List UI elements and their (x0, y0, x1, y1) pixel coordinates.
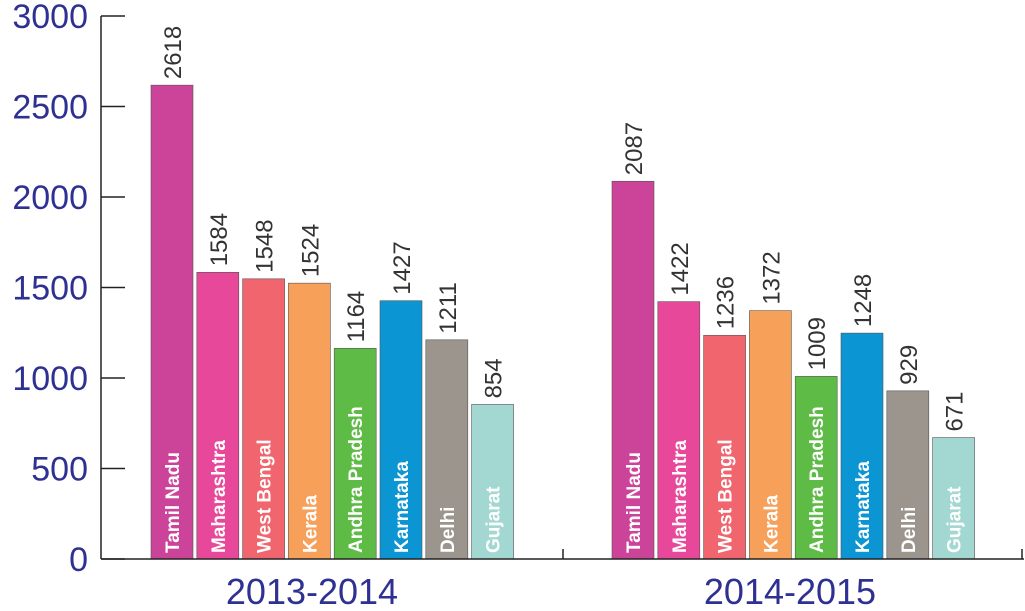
bar-category-label: Karnataka (853, 461, 874, 553)
bar-value-label: 1372 (758, 251, 785, 304)
bar (150, 84, 194, 560)
bar-value-label: 1248 (850, 274, 877, 327)
bar-category-label: Delhi (438, 507, 459, 553)
y-tick-label: 1500 (12, 270, 88, 308)
y-tick-label: 2000 (12, 179, 88, 217)
bar-category-label: Andhra Pradesh (807, 406, 828, 553)
bar-value-label: 1427 (389, 241, 416, 294)
bar (749, 310, 792, 560)
y-tick-label: 0 (69, 541, 88, 579)
bar (196, 271, 240, 560)
bar-value-label: 1422 (667, 242, 694, 295)
bar-value-label: 1524 (297, 224, 324, 277)
bar-category-label: Kerala (761, 494, 782, 553)
bar-category-label: Karnataka (392, 461, 413, 553)
bar-value-label: 1211 (435, 282, 462, 334)
bar-value-label: 671 (942, 392, 969, 432)
bar (886, 390, 930, 560)
bar-category-label: Tamil Nadu (163, 452, 184, 553)
bar (703, 334, 746, 560)
bar-category-label: Gujarat (484, 486, 505, 553)
x-axis: 2013-2014 2014-2015 (101, 549, 1024, 611)
y-tick-label: 1000 (12, 360, 88, 398)
bar-category-label: West Bengal (716, 439, 737, 553)
y-tick-label: 500 (31, 451, 88, 489)
bar-value-label: 1009 (804, 317, 831, 370)
bar-category-label: West Bengal (255, 439, 276, 553)
bar-category-label: Gujarat (945, 486, 966, 553)
group-label: 2013-2014 (226, 571, 398, 611)
bar-category-label: Kerala (300, 494, 321, 553)
bar (932, 437, 975, 560)
bar (379, 300, 423, 560)
bar (657, 301, 701, 560)
bar-value-label: 2618 (160, 26, 187, 79)
bar (425, 339, 469, 560)
bar (242, 278, 285, 560)
bar-category-label: Andhra Pradesh (346, 406, 367, 553)
bar-value-label: 1164 (343, 291, 370, 343)
bar-value-label: 854 (481, 358, 508, 398)
bar (794, 376, 838, 560)
bar-value-label: 1584 (206, 213, 233, 266)
bar-category-label: Maharashtra (670, 440, 691, 553)
bar (471, 404, 514, 560)
bar-value-label: 2087 (621, 122, 648, 175)
bars: 2618 Tamil Nadu 1584 Maharashtra 1548 West Be… (150, 26, 975, 560)
bar-category-label: Maharashtra (209, 440, 230, 553)
bar-value-label: 929 (896, 345, 923, 385)
group-label: 2014-2015 (704, 571, 876, 611)
bar-value-label: 1236 (713, 276, 740, 329)
bar-category-label: Tamil Nadu (624, 452, 645, 553)
bar (288, 282, 331, 560)
bar-value-label: 1548 (252, 219, 279, 272)
y-tick-label: 3000 (12, 0, 88, 36)
bar (333, 348, 377, 560)
bar (840, 332, 884, 560)
y-tick-label: 2500 (12, 89, 88, 127)
bar-category-label: Delhi (899, 507, 920, 553)
y-axis: 0 500 1000 1500 2000 2500 3000 (12, 0, 125, 579)
